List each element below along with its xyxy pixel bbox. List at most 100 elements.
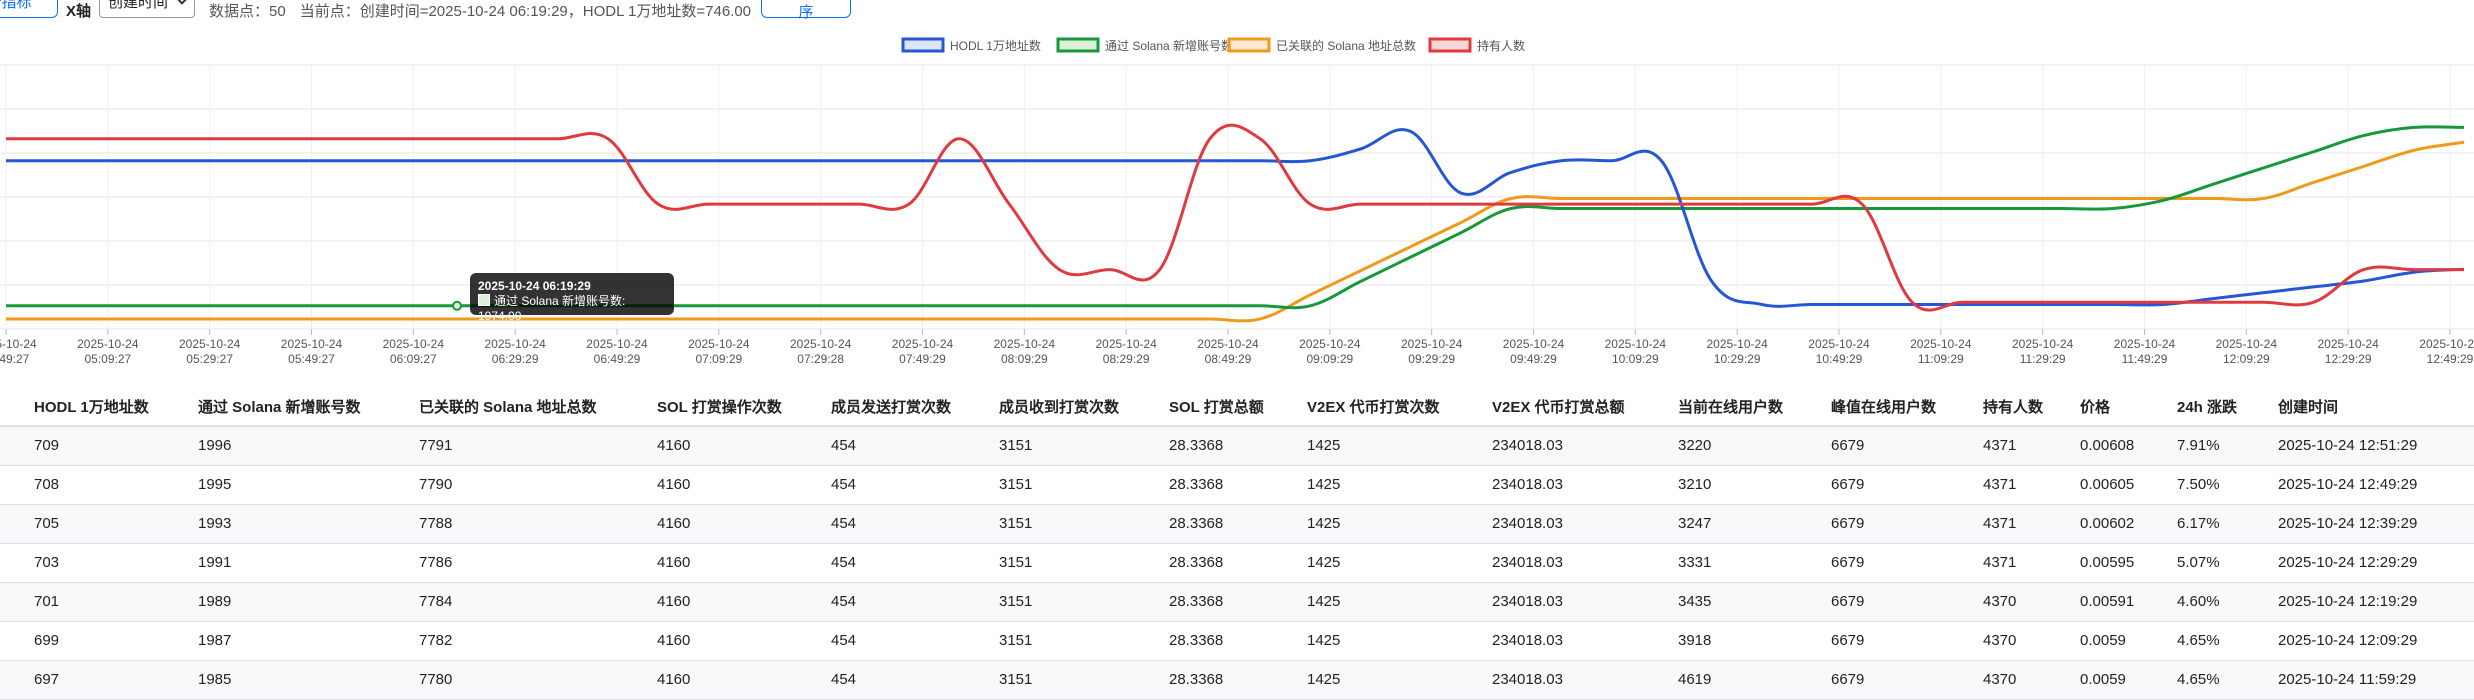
table-cell: 6.17% <box>2143 504 2244 544</box>
info-current: 当前点：创建时间=2025-10-24 06:19:29，HODL 1万地址数=… <box>299 2 752 20</box>
table-cell: 0.0059 <box>2046 621 2143 661</box>
series-line-linked <box>6 140 2465 323</box>
column-header[interactable]: 已关联的 Solana 地址总数 <box>385 387 623 427</box>
x-tick-label: 06:09:27 <box>390 352 437 366</box>
column-header[interactable]: 24h 涨跌 <box>2143 387 2244 427</box>
legend-item-holders[interactable]: 持有人数 <box>1428 37 1525 53</box>
column-header[interactable]: 创建时间 <box>2244 387 2474 427</box>
x-tick-label: 05:09:27 <box>84 352 131 366</box>
table-body: 709 1996 7791 4160 454 3151 28.3368 1425 234018.… <box>0 426 2474 700</box>
table-cell: 454 <box>797 543 965 583</box>
x-axis-ticks: 2025-10-24 04:49:27 2025-10-24 05:09:27 2025… <box>0 329 2474 366</box>
table-cell: 7782 <box>385 621 623 661</box>
x-tick-label: 2025-10-24 <box>179 337 241 351</box>
table-cell: 1425 <box>1273 621 1458 661</box>
table-cell: 4.65% <box>2143 621 2244 661</box>
table-cell: 4370 <box>1949 621 2046 661</box>
x-tick-label: 10:49:29 <box>1816 352 1863 366</box>
indicators-button[interactable]: 个指标 <box>0 0 58 18</box>
table-cell: 7784 <box>385 582 623 622</box>
table-cell: 4.60% <box>2143 582 2244 622</box>
chart-legend[interactable]: HODL 1万地址数 通过 Solana 新增账号数 已关联的 Solana 地址总… <box>901 37 1525 53</box>
legend-item-hodl[interactable]: HODL 1万地址数 <box>901 37 1041 53</box>
column-header[interactable]: 成员发送打赏次数 <box>797 387 965 427</box>
table-cell: 28.3368 <box>1135 504 1273 544</box>
table-cell: 454 <box>797 660 965 700</box>
table-cell: 7.50% <box>2143 465 2244 505</box>
table-cell: 705 <box>0 504 164 544</box>
column-header[interactable]: V2EX 代币打赏次数 <box>1273 387 1458 427</box>
x-tick-label: 11:29:29 <box>2020 352 2066 366</box>
x-tick-label: 2025-10-24 <box>1197 337 1259 351</box>
table-cell: 697 <box>0 660 164 700</box>
table-cell: 2025-10-24 12:09:29 <box>2244 621 2474 661</box>
table-cell: 1425 <box>1273 660 1458 700</box>
x-tick-label: 2025-10-24 <box>2317 337 2379 351</box>
tooltip-line: 通过 Solana 新增账号数: 1974.00 <box>478 294 626 323</box>
table-cell: 234018.03 <box>1458 621 1644 661</box>
legend-label: 已关联的 Solana 地址总数 <box>1276 38 1416 53</box>
table-cell: 2025-10-24 12:19:29 <box>2244 582 2474 622</box>
table-cell: 7790 <box>385 465 623 505</box>
column-header[interactable]: HODL 1万地址数 <box>0 387 164 427</box>
x-tick-label: 2025-10-24 <box>790 337 852 351</box>
table-cell: 7780 <box>385 660 623 700</box>
legend-swatch <box>901 37 945 53</box>
column-header[interactable]: SOL 打赏总额 <box>1135 387 1273 427</box>
table-row: 708 1995 7790 4160 454 3151 28.3368 1425 234018.… <box>0 465 2474 505</box>
column-header[interactable]: 价格 <box>2046 387 2143 427</box>
table-cell: 4160 <box>623 465 797 505</box>
x-tick-label: 11:09:29 <box>1918 352 1964 366</box>
table-cell: 28.3368 <box>1135 543 1273 583</box>
table-cell: 3151 <box>965 504 1135 544</box>
table-cell: 4.65% <box>2143 660 2244 700</box>
table-cell: 0.0059 <box>2046 660 2143 700</box>
table-cell: 1425 <box>1273 465 1458 505</box>
table-cell: 28.3368 <box>1135 426 1273 466</box>
x-tick-label: 2025-10-24 <box>1706 337 1768 351</box>
table-cell: 4160 <box>623 426 797 466</box>
column-header[interactable]: 通过 Solana 新增账号数 <box>164 387 385 427</box>
x-tick-label: 2025-10-24 <box>994 337 1056 351</box>
column-header[interactable]: 成员收到打赏次数 <box>965 387 1135 427</box>
xaxis-select[interactable]: 创建时间 <box>99 0 196 18</box>
table-cell: 454 <box>797 465 965 505</box>
column-header[interactable]: 持有人数 <box>1949 387 2046 427</box>
legend-item-linked[interactable]: 已关联的 Solana 地址总数 <box>1227 37 1416 53</box>
table-cell: 0.00591 <box>2046 582 2143 622</box>
table-row: 703 1991 7786 4160 454 3151 28.3368 1425 234018.… <box>0 543 2474 583</box>
x-tick-label: 07:09:29 <box>695 352 742 366</box>
table-cell: 701 <box>0 582 164 622</box>
x-tick-label: 09:49:29 <box>1510 352 1557 366</box>
x-tick-label: 12:29:29 <box>2325 352 2372 366</box>
x-tick-label: 2025-10-24 <box>1910 337 1972 351</box>
table-cell: 4371 <box>1949 504 2046 544</box>
table-cell: 3151 <box>965 660 1135 700</box>
x-tick-label: 2025-10-24 <box>1808 337 1870 351</box>
table-cell: 234018.03 <box>1458 582 1644 622</box>
column-header[interactable]: 当前在线用户数 <box>1644 387 1797 427</box>
column-header[interactable]: V2EX 代币打赏总额 <box>1458 387 1644 427</box>
x-tick-label: 2025-10-24 <box>1605 337 1667 351</box>
table-cell: 4619 <box>1644 660 1797 700</box>
column-header[interactable]: 峰值在线用户数 <box>1797 387 1949 427</box>
x-tick-label: 2025-10-24 <box>1299 337 1361 351</box>
line-chart[interactable]: HODL 1万地址数 通过 Solana 新增账号数 已关联的 Solana 地址总… <box>0 32 2474 382</box>
chart-tooltip: 2025-10-24 06:19:29 通过 Solana 新增账号数: 197… <box>470 273 674 323</box>
table-cell: 3151 <box>965 426 1135 466</box>
tooltip-swatch <box>478 294 490 306</box>
table-row: 709 1996 7791 4160 454 3151 28.3368 1425 234018.… <box>0 426 2474 466</box>
x-tick-label: 05:49:27 <box>288 352 335 366</box>
x-tick-label: 04:49:27 <box>0 352 30 366</box>
table-cell: 4371 <box>1949 426 2046 466</box>
table-cell: 28.3368 <box>1135 465 1273 505</box>
xaxis-order-button[interactable]: X轴：反序 <box>761 0 852 21</box>
column-header[interactable]: SOL 打赏操作次数 <box>623 387 797 427</box>
xaxis-label: X轴 <box>66 2 92 20</box>
table-cell: 1425 <box>1273 543 1458 583</box>
legend-item-solana_new[interactable]: 通过 Solana 新增账号数 <box>1056 37 1233 53</box>
x-tick-label: 10:09:29 <box>1612 352 1659 366</box>
table-cell: 703 <box>0 543 164 583</box>
table-row: 699 1987 7782 4160 454 3151 28.3368 1425 234018.… <box>0 621 2474 661</box>
x-tick-label: 08:49:29 <box>1205 352 1252 366</box>
